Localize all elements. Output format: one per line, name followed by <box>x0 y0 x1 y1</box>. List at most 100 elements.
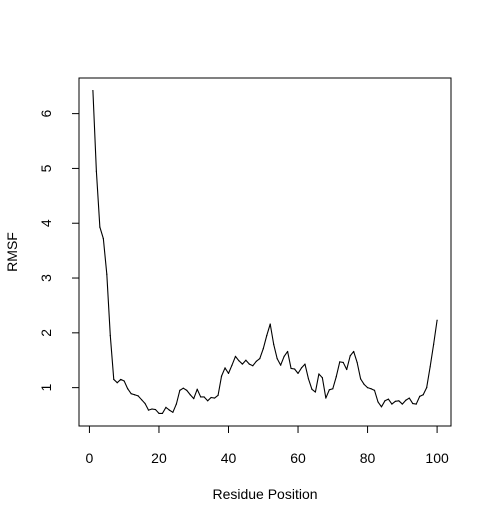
data-point <box>290 367 292 370</box>
data-point <box>384 400 386 402</box>
data-point <box>224 367 226 369</box>
series-points <box>92 90 438 414</box>
data-point <box>373 389 376 391</box>
data-point <box>286 350 289 353</box>
data-point <box>422 394 424 396</box>
data-point <box>398 400 400 402</box>
data-point <box>106 273 108 275</box>
data-point <box>401 403 403 405</box>
plot-frame <box>78 77 452 427</box>
data-point <box>370 388 372 390</box>
data-point <box>300 367 303 369</box>
data-point <box>175 403 177 405</box>
data-point <box>172 411 174 413</box>
data-point <box>394 400 396 402</box>
data-point <box>433 343 435 345</box>
data-point <box>259 357 261 360</box>
data-point <box>342 361 344 364</box>
data-point <box>179 389 181 391</box>
data-point <box>207 400 209 402</box>
data-point <box>165 406 167 408</box>
data-point <box>227 372 230 374</box>
data-point <box>311 388 313 390</box>
data-point <box>92 90 94 92</box>
data-point <box>102 237 104 240</box>
data-point <box>335 376 337 378</box>
rmsf-series-line <box>92 90 438 414</box>
data-point <box>238 360 240 362</box>
y-axis-label: RMSF <box>4 232 20 272</box>
data-point <box>415 403 417 405</box>
data-point <box>200 396 202 398</box>
data-point <box>161 412 164 414</box>
y-tick-label: 6 <box>38 110 54 118</box>
y-tick-label: 3 <box>38 274 54 282</box>
x-tick-label: 100 <box>425 450 449 466</box>
y-axis: 1 2 3 4 5 6 <box>38 110 79 392</box>
data-point <box>109 334 111 337</box>
data-point <box>273 343 275 345</box>
data-point <box>255 360 257 362</box>
data-point <box>127 388 129 390</box>
data-point <box>213 397 216 399</box>
data-point <box>189 394 191 396</box>
y-tick-label: 2 <box>38 329 54 337</box>
data-point <box>387 398 390 400</box>
data-point <box>220 375 223 377</box>
data-point <box>339 361 341 363</box>
data-point <box>366 387 369 389</box>
data-point <box>321 377 323 379</box>
data-point <box>245 359 247 361</box>
data-point <box>120 378 122 381</box>
data-point <box>182 387 184 389</box>
data-point <box>293 368 296 370</box>
data-point <box>332 388 334 390</box>
data-point <box>346 368 348 371</box>
data-point <box>307 378 310 380</box>
data-point <box>210 396 212 399</box>
data-point <box>144 402 146 405</box>
data-point <box>276 357 278 360</box>
data-point <box>116 382 118 384</box>
data-point <box>252 365 254 367</box>
data-point <box>123 380 125 382</box>
data-point <box>426 387 428 389</box>
x-axis-label: Residue Position <box>212 486 317 502</box>
data-point <box>269 323 271 325</box>
data-point <box>196 388 198 390</box>
data-point <box>356 361 358 364</box>
data-point <box>248 363 250 365</box>
data-point <box>318 373 320 375</box>
data-point <box>328 389 330 391</box>
data-point <box>349 355 351 357</box>
data-point <box>168 409 170 411</box>
data-point <box>325 397 327 399</box>
data-point <box>203 396 205 398</box>
data-point <box>408 397 410 399</box>
x-axis: 0 20 40 60 80 100 <box>86 426 449 466</box>
data-point <box>266 334 268 337</box>
data-point <box>217 394 219 396</box>
data-point <box>363 383 365 385</box>
x-tick-label: 40 <box>221 450 237 466</box>
x-tick-label: 0 <box>86 450 94 466</box>
x-tick-label: 60 <box>290 450 306 466</box>
data-point <box>283 355 285 357</box>
x-tick-label: 20 <box>151 450 167 466</box>
data-point <box>405 399 407 401</box>
data-point <box>360 378 362 380</box>
data-point <box>137 395 139 397</box>
data-point <box>158 412 160 414</box>
data-point <box>113 378 115 381</box>
data-point <box>193 397 195 400</box>
data-point <box>234 355 237 357</box>
y-tick-label: 5 <box>38 164 54 172</box>
data-point <box>95 170 97 172</box>
data-point <box>436 319 438 321</box>
data-point <box>391 403 393 405</box>
y-tick-label: 1 <box>38 384 54 392</box>
data-point <box>151 408 153 410</box>
y-tick-label: 4 <box>38 219 54 227</box>
data-point <box>154 408 157 411</box>
data-point <box>134 394 136 396</box>
